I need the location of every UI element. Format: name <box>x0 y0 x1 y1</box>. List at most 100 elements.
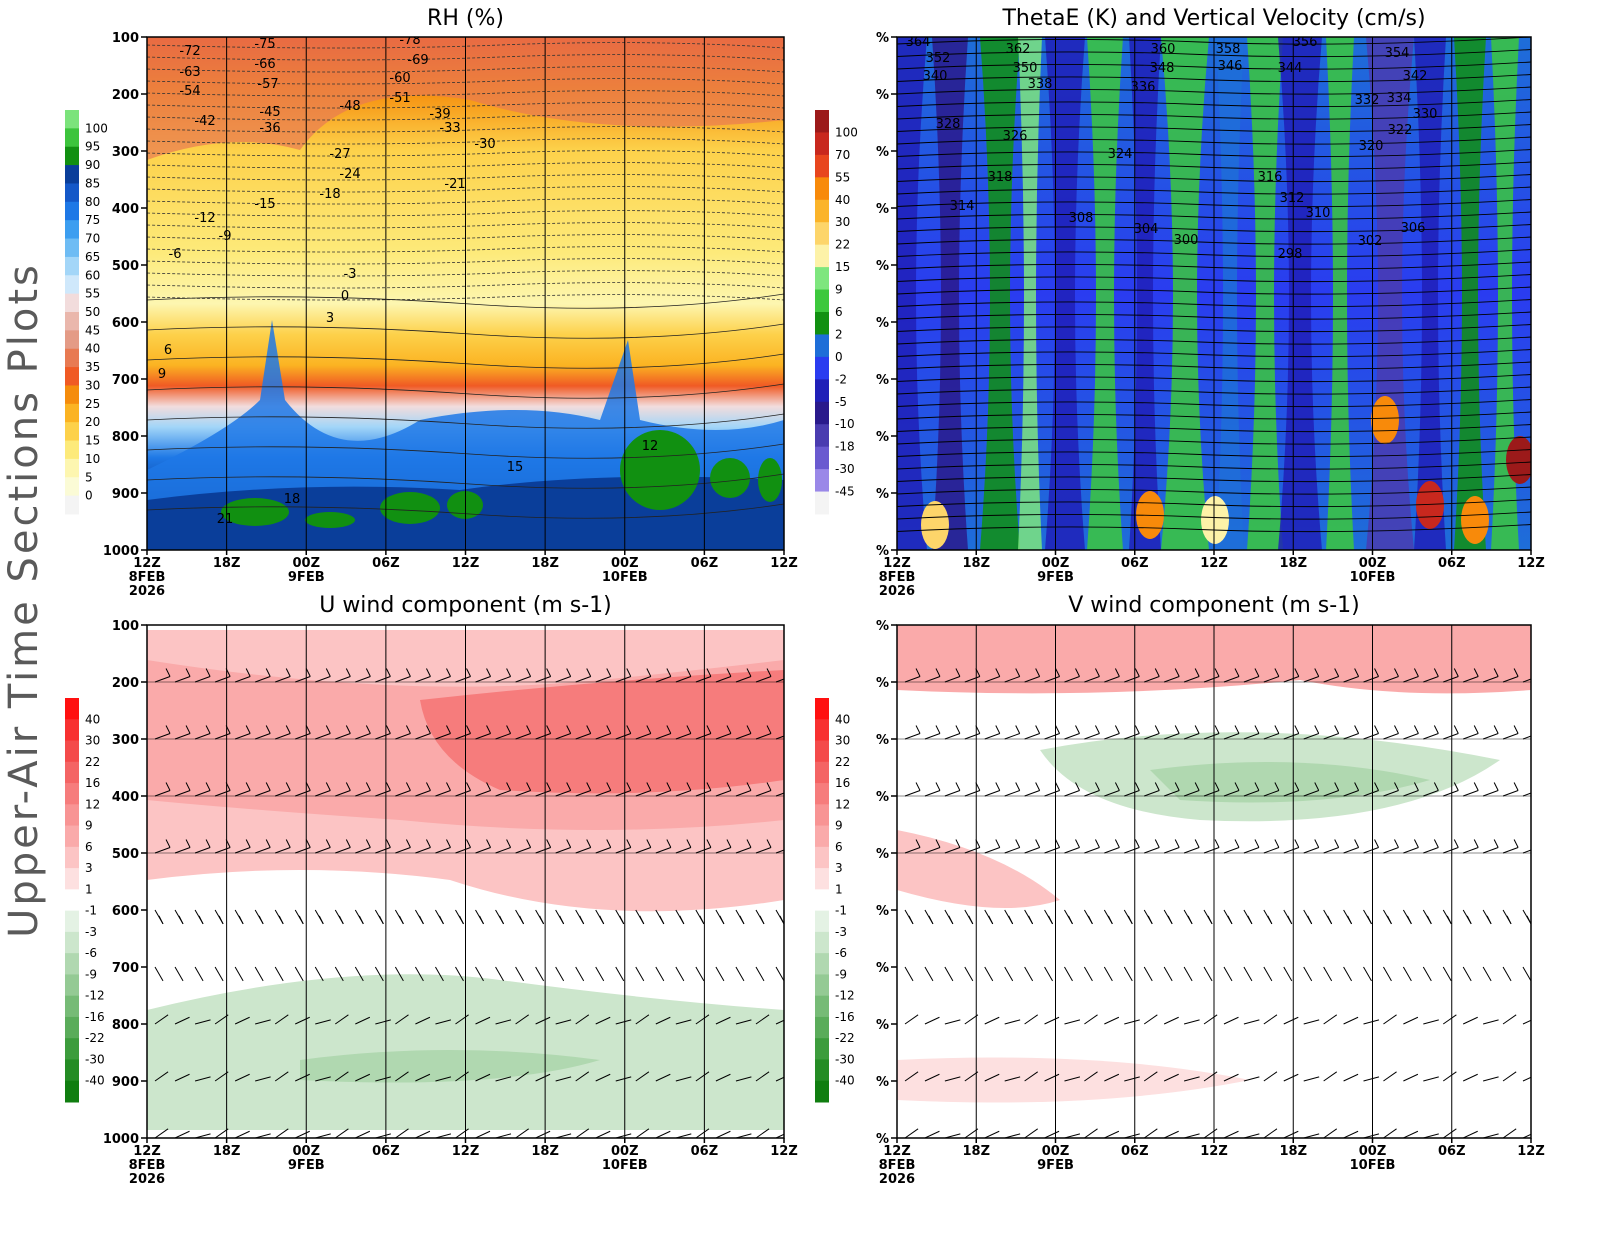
temperature-label: -3 <box>344 267 357 282</box>
wind-barb-flag <box>787 726 791 734</box>
wind-barb <box>1502 1128 1517 1138</box>
wind-barb-flag <box>1493 725 1499 734</box>
wind-barb <box>635 966 645 982</box>
colorbar-swatch <box>815 199 829 223</box>
wind-barb <box>1442 1071 1457 1082</box>
colorbar-label: 9 <box>85 819 93 833</box>
wind-barb <box>515 676 531 683</box>
wind-barb-flag <box>955 725 961 734</box>
isotherm-dashed <box>147 186 784 193</box>
wind-barb <box>944 966 954 982</box>
colorbar-swatch <box>65 110 79 129</box>
colorbar-swatch <box>65 910 79 933</box>
wind-barb <box>1303 966 1313 982</box>
wind-barb <box>1403 790 1419 797</box>
wind-barb <box>695 1071 710 1082</box>
wind-barb-flag <box>325 839 331 848</box>
x-tick-label: 00Z <box>611 556 639 571</box>
temperature-label: 21 <box>217 512 234 527</box>
wind-barb-flag <box>539 915 545 925</box>
wind-barb <box>435 966 444 982</box>
x-tick-label: 12Z <box>1200 556 1228 571</box>
wind-barb <box>435 847 451 854</box>
wind-barb <box>904 790 921 797</box>
y-tick-label: % <box>876 88 889 103</box>
x-tick-label: 12Z <box>1517 1144 1545 1159</box>
y-tick-label: 500 <box>112 259 139 274</box>
wind-barb <box>1383 1128 1397 1138</box>
colorbar-label: 50 <box>85 305 100 319</box>
wind-barb-flag <box>1075 782 1080 791</box>
wind-barb-flag <box>1294 725 1300 734</box>
colorbar-swatch <box>65 804 79 827</box>
wind-barb <box>475 966 484 982</box>
colorbar-swatch <box>815 1038 829 1060</box>
thetae-label: 338 <box>1028 77 1053 92</box>
wind-barb-flag <box>1334 725 1340 734</box>
wind-barb-flag <box>345 782 351 791</box>
wind-barb <box>1024 1128 1039 1138</box>
temperature-label: 12 <box>642 439 659 454</box>
southerly-band-low <box>897 1057 1250 1103</box>
wind-barb <box>944 676 961 683</box>
wind-barb-flag <box>526 839 532 848</box>
wind-barb <box>1243 1076 1260 1082</box>
colorbar-label: 22 <box>85 755 100 769</box>
wind-barb-flag <box>405 725 411 734</box>
wind-barb <box>214 1071 229 1082</box>
wind-barb <box>1163 1016 1179 1025</box>
wind-barb <box>1004 847 1020 854</box>
wind-barb <box>375 733 391 740</box>
wind-barb <box>1283 676 1299 683</box>
wind-barb-flag <box>1493 782 1499 791</box>
wind-barb <box>1183 676 1200 683</box>
wind-barb <box>1463 790 1479 797</box>
wind-barb <box>335 790 351 797</box>
wind-barb <box>755 1014 770 1025</box>
wind-barb-flag <box>205 839 211 848</box>
wind-barb <box>1084 1128 1098 1138</box>
wind-barb-flag <box>1387 915 1392 925</box>
wind-barb-flag <box>486 725 491 734</box>
y-tick-label: % <box>876 145 889 160</box>
colorbar-swatch <box>65 995 79 1018</box>
colorbar-swatch <box>65 128 79 148</box>
wind-barb <box>475 1130 491 1138</box>
wind-barb-flag <box>466 725 471 734</box>
wind-barb <box>755 1128 770 1138</box>
wind-barb-flag <box>679 915 685 925</box>
x-tick-label: 00Z <box>1359 1144 1387 1159</box>
colorbar-swatch <box>65 1038 79 1060</box>
y-tick-label: % <box>876 619 889 634</box>
colorbar-label: -2 <box>835 372 847 386</box>
colorbar-label: 6 <box>85 840 93 854</box>
wind-barb <box>984 676 1000 683</box>
y-tick-label: % <box>876 1018 889 1033</box>
x-date-label: 2026 <box>129 584 165 599</box>
wind-barb-flag <box>1227 915 1233 925</box>
colorbar-label: 5 <box>85 470 93 484</box>
x-date-label: 8FEB <box>879 570 916 585</box>
wind-barb <box>1163 676 1180 683</box>
thetae-contour <box>897 436 1531 445</box>
colorbar-swatch <box>815 889 829 912</box>
colorbar-swatch <box>65 201 79 221</box>
y-tick-label: 900 <box>112 1075 139 1090</box>
wind-barb <box>1383 790 1399 797</box>
colorbar-label: 25 <box>85 397 100 411</box>
wind-barb <box>1363 847 1379 854</box>
wind-barb <box>635 676 651 683</box>
wind-barb <box>435 790 451 797</box>
wind-barb <box>1183 1076 1200 1082</box>
wind-barb-flag <box>996 612 1000 620</box>
wind-barb <box>275 847 291 854</box>
plot-frame <box>896 624 1532 1139</box>
thetae-contour <box>897 236 1531 245</box>
temperature-label: 15 <box>507 460 524 475</box>
wind-barb <box>1403 1073 1419 1082</box>
wind-barb <box>615 790 631 797</box>
thetae-fill: 364 362 360 358 356 354 352 350 348 346 344 342 340 3… <box>897 37 1531 550</box>
colorbar-swatch <box>815 491 829 515</box>
colorbar-swatch <box>65 477 79 497</box>
wind-barb <box>1064 1076 1081 1082</box>
